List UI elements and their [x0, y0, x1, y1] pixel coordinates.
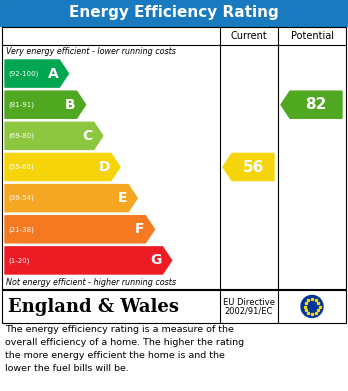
Text: Energy Efficiency Rating: Energy Efficiency Rating [69, 5, 279, 20]
Text: Potential: Potential [291, 31, 333, 41]
Text: (1-20): (1-20) [8, 257, 29, 264]
Polygon shape [5, 216, 155, 243]
Polygon shape [223, 153, 274, 181]
Text: England & Wales: England & Wales [8, 298, 179, 316]
Bar [2, 27, 346, 289]
Polygon shape [5, 185, 137, 212]
Text: Not energy efficient - higher running costs: Not energy efficient - higher running co… [6, 278, 176, 287]
Polygon shape [5, 122, 103, 149]
Text: (55-68): (55-68) [8, 164, 34, 170]
Circle shape [301, 296, 323, 317]
Text: (39-54): (39-54) [8, 195, 34, 201]
Text: G: G [150, 253, 161, 267]
Text: (92-100): (92-100) [8, 70, 38, 77]
Polygon shape [5, 91, 86, 118]
Polygon shape [281, 91, 342, 118]
Text: D: D [98, 160, 110, 174]
Text: B: B [65, 98, 76, 112]
Text: The energy efficiency rating is a measure of the
overall efficiency of a home. T: The energy efficiency rating is a measur… [5, 325, 244, 373]
Text: 56: 56 [242, 160, 264, 174]
Text: 82: 82 [305, 97, 327, 112]
Text: (81-91): (81-91) [8, 101, 34, 108]
Text: Current: Current [231, 31, 267, 41]
Text: F: F [135, 222, 144, 236]
Polygon shape [5, 247, 172, 274]
Text: (21-38): (21-38) [8, 226, 34, 233]
Text: EU Directive: EU Directive [223, 298, 275, 307]
Polygon shape [5, 153, 120, 181]
Bar [2, 290, 346, 323]
Text: E: E [118, 191, 127, 205]
Text: A: A [48, 66, 58, 81]
Text: Very energy efficient - lower running costs: Very energy efficient - lower running co… [6, 47, 176, 56]
Text: (69-80): (69-80) [8, 133, 34, 139]
Bar [0, 0, 348, 26]
Text: C: C [82, 129, 93, 143]
Text: 2002/91/EC: 2002/91/EC [225, 307, 273, 316]
Polygon shape [5, 60, 69, 87]
